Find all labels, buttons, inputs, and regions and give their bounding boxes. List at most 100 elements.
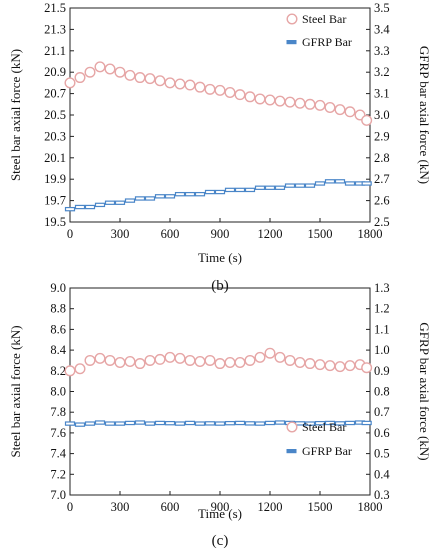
gfrp-bar-point: [154, 420, 166, 426]
steel-bar-point: [224, 357, 236, 369]
steel-bar-point: [84, 354, 96, 366]
gfrp-bar-point: [334, 179, 346, 184]
gfrp-bar-point: [104, 421, 116, 426]
y-right-tick-label: 2.9: [374, 129, 390, 143]
y-left-tick-label: 21.3: [44, 22, 66, 36]
gfrp-bar-point: [274, 185, 286, 190]
y-left-axis-title: Steel bar axial force (kN): [8, 325, 23, 457]
legend-gfrp-marker: [286, 449, 297, 454]
gfrp-bar-point: [234, 187, 246, 193]
steel-bar-point: [334, 361, 346, 373]
gfrp-bar-point: [154, 194, 166, 199]
steel-bar-point: [104, 354, 116, 366]
y-right-tick-label: 2.6: [374, 194, 390, 208]
y-left-tick-label: 20.1: [44, 151, 66, 165]
steel-bar-point: [124, 69, 136, 81]
y-right-tick-label: 1.2: [374, 302, 390, 316]
steel-bar-point: [304, 98, 316, 110]
steel-bar-point: [84, 66, 96, 78]
steel-bar-point: [144, 73, 156, 85]
gfrp-bar-point: [164, 420, 176, 426]
steel-bar-point: [284, 354, 296, 366]
y-left-tick-label: 9.0: [50, 281, 66, 295]
legend-steel-label: Steel Bar: [302, 12, 346, 26]
gfrp-bar-point: [164, 194, 176, 199]
panel-label: (b): [211, 278, 229, 294]
steel-bar-point: [304, 358, 316, 370]
y-left-tick-label: 21.1: [44, 44, 66, 58]
y-left-tick-label: 7.2: [50, 467, 66, 481]
legend-steel-label: Steel Bar: [302, 420, 346, 434]
y-right-tick-label: 0.7: [374, 405, 390, 419]
x-tick-label: 900: [211, 227, 230, 241]
gfrp-bar-point: [144, 196, 156, 201]
x-tick-label: 1500: [308, 227, 333, 241]
gfrp-bar-point: [74, 204, 86, 210]
steel-bar-point: [324, 360, 336, 372]
gfrp-bar-point: [304, 421, 316, 426]
gfrp-bar-point: [134, 196, 146, 201]
steel-bar-point: [164, 77, 176, 89]
steel-bar-point: [274, 351, 286, 363]
y-left-tick-label: 21.5: [44, 1, 66, 15]
y-left-tick-label: 19.9: [44, 172, 66, 186]
gfrp-bar-point: [294, 183, 306, 188]
gfrp-bar-point: [84, 204, 96, 210]
y-right-tick-label: 3.2: [374, 65, 390, 79]
gfrp-bar-point: [234, 420, 246, 426]
gfrp-bar-point: [361, 420, 372, 426]
y-left-tick-label: 19.7: [44, 194, 66, 208]
gfrp-bar-point: [314, 420, 326, 426]
steel-bar-point: [164, 351, 176, 363]
gfrp-bar-point: [124, 198, 136, 203]
gfrp-bar-point: [74, 422, 86, 427]
legend-gfrp-label: GFRP Bar: [302, 444, 352, 458]
steel-bar-point: [134, 358, 146, 370]
gfrp-bar-point: [244, 421, 256, 426]
steel-bar-point: [184, 354, 196, 366]
y-right-tick-label: 0.9: [374, 364, 390, 378]
gfrp-bar-point: [64, 421, 76, 426]
y-right-tick-label: 0.3: [374, 488, 390, 502]
y-right-tick-label: 2.8: [374, 151, 390, 165]
gfrp-bar-point: [204, 189, 216, 195]
steel-bar-point: [361, 114, 373, 126]
gfrp-bar-point: [84, 421, 96, 426]
x-tick-label: 0: [67, 227, 73, 241]
steel-bar-point: [194, 81, 206, 93]
gfrp-bar-point: [274, 420, 286, 425]
x-tick-label: 1200: [258, 227, 283, 241]
gfrp-bar-point: [254, 421, 266, 426]
x-tick-label: 300: [111, 500, 130, 514]
gfrp-bar-point: [324, 420, 336, 426]
y-left-tick-label: 7.6: [50, 426, 66, 440]
y-right-axis-title: GFRP bar axial force (kN): [417, 322, 432, 460]
y-left-tick-label: 20.3: [44, 129, 66, 143]
gfrp-bar-point: [264, 185, 276, 190]
y-right-tick-label: 1.0: [374, 343, 390, 357]
steel-bar-point: [254, 93, 266, 105]
y-left-tick-label: 20.7: [44, 87, 66, 101]
y-left-tick-label: 20.9: [44, 65, 66, 79]
steel-bar-point: [344, 106, 356, 118]
y-left-tick-label: 20.5: [44, 108, 66, 122]
plot-frame: [69, 287, 371, 496]
y-right-tick-label: 0.5: [374, 447, 390, 461]
gfrp-bar-point: [124, 420, 136, 426]
steel-bar-point: [194, 355, 206, 367]
gfrp-bar-point: [64, 206, 76, 212]
x-tick-label: 600: [161, 227, 180, 241]
gfrp-bar-point: [214, 189, 226, 195]
gfrp-bar-point: [114, 200, 126, 205]
steel-bar-point: [154, 353, 166, 365]
gfrp-bar-point: [314, 181, 326, 186]
steel-bar-point: [244, 354, 256, 366]
gfrp-bar-point: [194, 421, 206, 426]
x-tick-label: 1800: [358, 500, 383, 514]
gfrp-bar-point: [174, 421, 186, 426]
y-right-tick-label: 3.5: [374, 1, 390, 15]
steel-bar-point: [204, 83, 216, 95]
gfrp-bar-point: [194, 191, 206, 197]
x-tick-label: 600: [161, 500, 180, 514]
x-tick-label: 0: [67, 500, 73, 514]
